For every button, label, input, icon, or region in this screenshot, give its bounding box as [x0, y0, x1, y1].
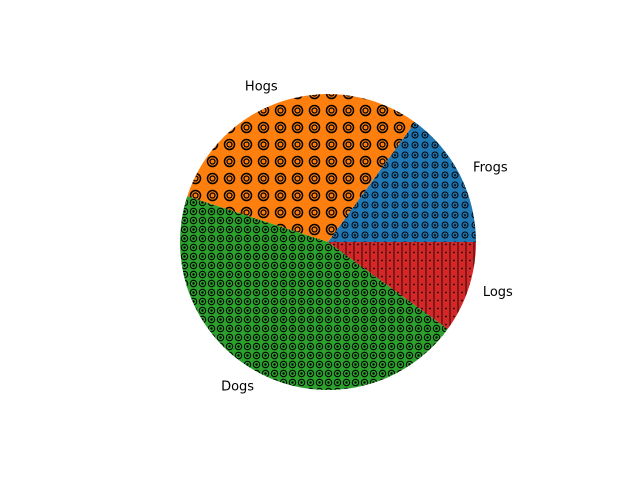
pie-slice — [187, 94, 415, 242]
slice-label: Logs — [483, 285, 513, 300]
slice-label: Dogs — [221, 380, 254, 395]
pie-slice — [328, 122, 476, 242]
pie-slice — [180, 196, 448, 390]
pie-slice — [328, 242, 476, 329]
slice-label: Frogs — [473, 161, 508, 176]
slice-label: Hogs — [245, 80, 278, 95]
